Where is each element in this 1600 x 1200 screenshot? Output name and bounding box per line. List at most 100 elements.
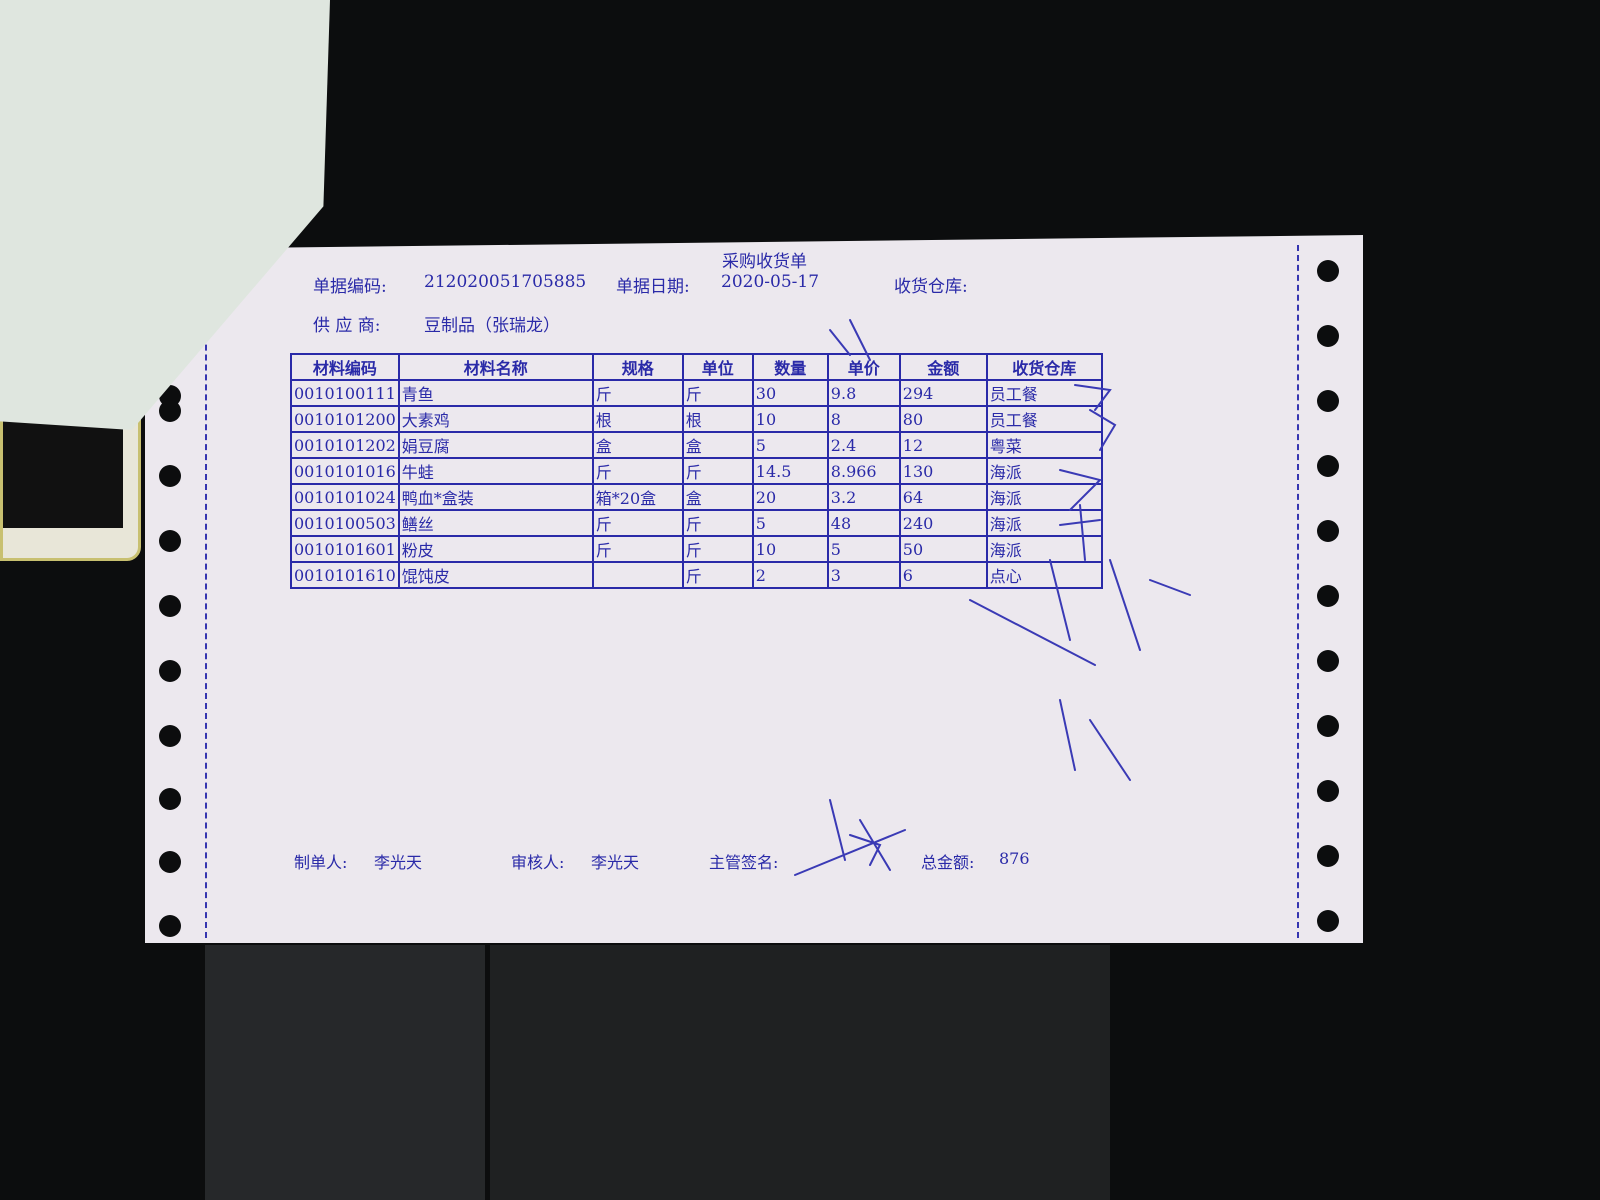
feed-hole <box>159 788 181 810</box>
table-row: 0010101202 娟豆腐盒盒 5 2.4 12 粤菜 <box>290 431 1103 459</box>
column-header: 材料名称 <box>397 353 594 381</box>
table-cell: 牛蛙 <box>397 457 594 485</box>
table-cell: 240 <box>898 509 988 537</box>
table-cell: 根 <box>591 405 684 433</box>
column-header: 材料编码 <box>290 353 400 381</box>
table-cell: 海派 <box>985 483 1103 511</box>
table-cell: 20 <box>751 483 829 511</box>
date-label: 单据日期: <box>616 277 690 297</box>
table-cell: 0010101016 <box>290 457 400 485</box>
table-cell <box>591 561 684 589</box>
feed-hole <box>159 465 181 487</box>
supervisor-signature <box>794 799 906 876</box>
table-cell: 盒 <box>681 483 754 511</box>
column-header: 数量 <box>751 353 829 381</box>
feed-hole <box>1317 390 1339 412</box>
table-cell: 斤 <box>681 561 754 589</box>
scribble <box>829 319 871 361</box>
feed-hole <box>1317 715 1339 737</box>
column-header: 收货仓库 <box>985 353 1103 381</box>
feed-hole <box>1317 780 1339 802</box>
table-cell: 鸭血*盒装 <box>397 483 594 511</box>
feed-hole <box>159 595 181 617</box>
table-cell: 2 <box>751 561 829 589</box>
table-cell: 5 <box>826 535 901 563</box>
table-cell: 64 <box>898 483 988 511</box>
table-cell: 海派 <box>985 457 1103 485</box>
total-amount: 876 <box>999 849 1030 868</box>
feed-hole <box>1317 650 1339 672</box>
table-cell: 斤 <box>681 457 754 485</box>
table-cell: 9.8 <box>826 379 901 407</box>
table-cell: 5 <box>751 509 829 537</box>
table-cell: 斤 <box>681 509 754 537</box>
table-cell: 0010101200 <box>290 405 400 433</box>
warehouse-label: 收货仓库: <box>894 277 968 297</box>
doc-no: 212020051705885 <box>424 272 587 292</box>
table-cell: 3.2 <box>826 483 901 511</box>
table-cell: 130 <box>898 457 988 485</box>
table-cell: 10 <box>751 405 829 433</box>
left-perforation <box>205 245 207 938</box>
document-title: 采购收货单 <box>722 252 807 272</box>
side-signature <box>969 559 1191 781</box>
feed-hole <box>1317 455 1339 477</box>
table-cell: 14.5 <box>751 457 829 485</box>
doc-date: 2020-05-17 <box>721 272 820 292</box>
column-header: 单位 <box>681 353 754 381</box>
table-cell: 48 <box>826 509 901 537</box>
table-cell: 大素鸡 <box>397 405 594 433</box>
total-label: 总金额: <box>921 853 975 872</box>
table-cell: 根 <box>681 405 754 433</box>
supplier-label: 供 应 商: <box>313 316 381 336</box>
table-row: 0010101200 大素鸡根根 10 8 80 员工餐 <box>290 405 1103 433</box>
table-row: 0010100503 鳝丝斤斤 5 48 240 海派 <box>290 509 1103 537</box>
feed-hole <box>159 660 181 682</box>
table-cell: 斤 <box>591 457 684 485</box>
reviewer-label: 审核人: <box>511 853 565 872</box>
items-table: 材料编码 材料名称 规格 单位 数量 单价 金额 收货仓库 0010100111 青鱼斤斤 30 9… <box>290 353 1103 589</box>
doc-no-label: 单据编码: <box>313 277 387 297</box>
table-row: 0010101610 馄饨皮 斤 2 3 6 点心 <box>290 561 1103 589</box>
table-cell: 馄饨皮 <box>397 561 594 589</box>
feed-hole <box>1317 845 1339 867</box>
table-cell: 员工餐 <box>985 405 1103 433</box>
table-cell: 员工餐 <box>985 379 1103 407</box>
supervisor-label: 主管签名: <box>709 853 779 872</box>
table-row: 0010101016 牛蛙斤斤 14.5 8.966 130 海派 <box>290 457 1103 485</box>
table-row: 0010101601 粉皮斤斤 10 5 50 海派 <box>290 535 1103 563</box>
table-cell: 斤 <box>681 379 754 407</box>
table-cell: 50 <box>898 535 988 563</box>
table-cell: 8.966 <box>826 457 901 485</box>
table-cell: 294 <box>898 379 988 407</box>
table-cell: 0010101601 <box>290 535 400 563</box>
right-perforation <box>1297 245 1299 938</box>
table-row: 0010100111 青鱼斤斤 30 9.8 294 员工餐 <box>290 379 1103 407</box>
scanner-base <box>490 945 1110 1200</box>
table-cell: 0010100111 <box>290 379 400 407</box>
table-cell: 0010101610 <box>290 561 400 589</box>
maker-label: 制单人: <box>294 853 348 872</box>
column-header: 金额 <box>898 353 988 381</box>
column-header: 单价 <box>826 353 901 381</box>
table-cell: 斤 <box>591 379 684 407</box>
table-cell: 3 <box>826 561 901 589</box>
table-cell: 80 <box>898 405 988 433</box>
feed-hole <box>159 530 181 552</box>
right-feed-holes <box>1317 235 1347 943</box>
maker: 李光天 <box>374 853 423 872</box>
feed-hole <box>1317 910 1339 932</box>
table-cell: 粤菜 <box>985 431 1103 459</box>
table-cell: 6 <box>898 561 988 589</box>
feed-hole <box>1317 585 1339 607</box>
table-cell: 盒 <box>591 431 684 459</box>
table-cell: 0010101202 <box>290 431 400 459</box>
supplier: 豆制品（张瑞龙） <box>424 316 560 336</box>
table-cell: 点心 <box>985 561 1103 589</box>
column-header: 规格 <box>591 353 684 381</box>
table-cell: 斤 <box>681 535 754 563</box>
table-cell: 鳝丝 <box>397 509 594 537</box>
table-cell: 2.4 <box>826 431 901 459</box>
table-cell: 5 <box>751 431 829 459</box>
